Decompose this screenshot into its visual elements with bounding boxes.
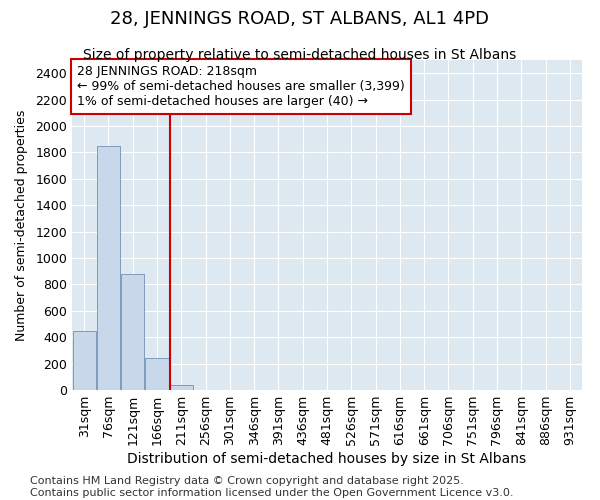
Text: Size of property relative to semi-detached houses in St Albans: Size of property relative to semi-detach… (83, 48, 517, 62)
Text: Contains HM Land Registry data © Crown copyright and database right 2025.
Contai: Contains HM Land Registry data © Crown c… (30, 476, 514, 498)
Y-axis label: Number of semi-detached properties: Number of semi-detached properties (16, 110, 28, 340)
X-axis label: Distribution of semi-detached houses by size in St Albans: Distribution of semi-detached houses by … (127, 452, 527, 466)
Bar (170, 384, 193, 390)
Text: 28 JENNINGS ROAD: 218sqm
← 99% of semi-detached houses are smaller (3,399)
1% of: 28 JENNINGS ROAD: 218sqm ← 99% of semi-d… (77, 65, 405, 108)
Bar (145, 358, 169, 390)
Bar (121, 274, 144, 390)
Bar (97, 146, 120, 390)
Bar (73, 330, 95, 390)
Text: 28, JENNINGS ROAD, ST ALBANS, AL1 4PD: 28, JENNINGS ROAD, ST ALBANS, AL1 4PD (110, 10, 490, 28)
